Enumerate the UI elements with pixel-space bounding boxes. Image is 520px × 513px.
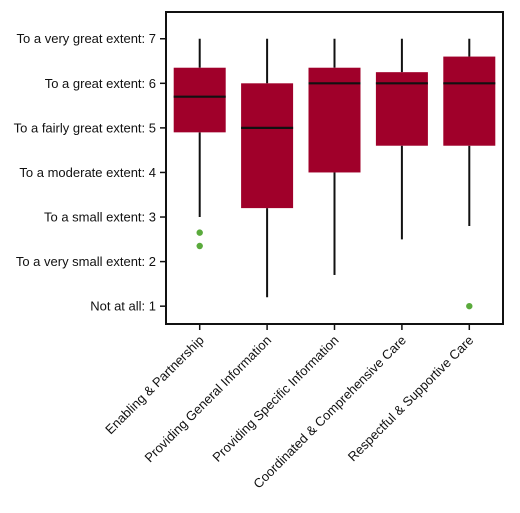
x-tick-label: Respectful & Supportive Care: [345, 333, 477, 465]
outlier-point: [196, 242, 203, 250]
box-iqr: [375, 72, 428, 146]
y-tick-label: To a very great extent: 7: [17, 31, 156, 46]
box-group: [308, 38, 361, 275]
outlier-point: [196, 229, 203, 236]
y-axis-ticks: Not at all: 1 To a very small extent: 2 To…: [14, 31, 166, 314]
box-group: [241, 38, 294, 298]
outlier-point: [466, 302, 473, 310]
boxplot-series: [173, 38, 496, 310]
y-tick-label: To a fairly great extent: 5: [14, 120, 156, 135]
box-iqr: [241, 83, 294, 209]
box-iqr: [308, 67, 361, 173]
box-group: [443, 38, 496, 310]
x-tick-label: Providing General Information: [141, 333, 274, 466]
y-tick-label: To a small extent: 3: [44, 210, 156, 225]
box-group: [375, 38, 428, 240]
y-tick-label: To a moderate extent: 4: [19, 165, 156, 180]
y-tick-label: To a great extent: 6: [45, 76, 156, 91]
y-tick-label: To a very small extent: 2: [16, 254, 156, 269]
x-tick-label: Providing Specific Information: [209, 333, 341, 465]
box-iqr: [173, 67, 226, 133]
box-iqr: [443, 56, 496, 146]
box-group: [173, 38, 226, 250]
y-tick-label: Not at all: 1: [90, 299, 156, 314]
plot-frame: [165, 11, 504, 325]
